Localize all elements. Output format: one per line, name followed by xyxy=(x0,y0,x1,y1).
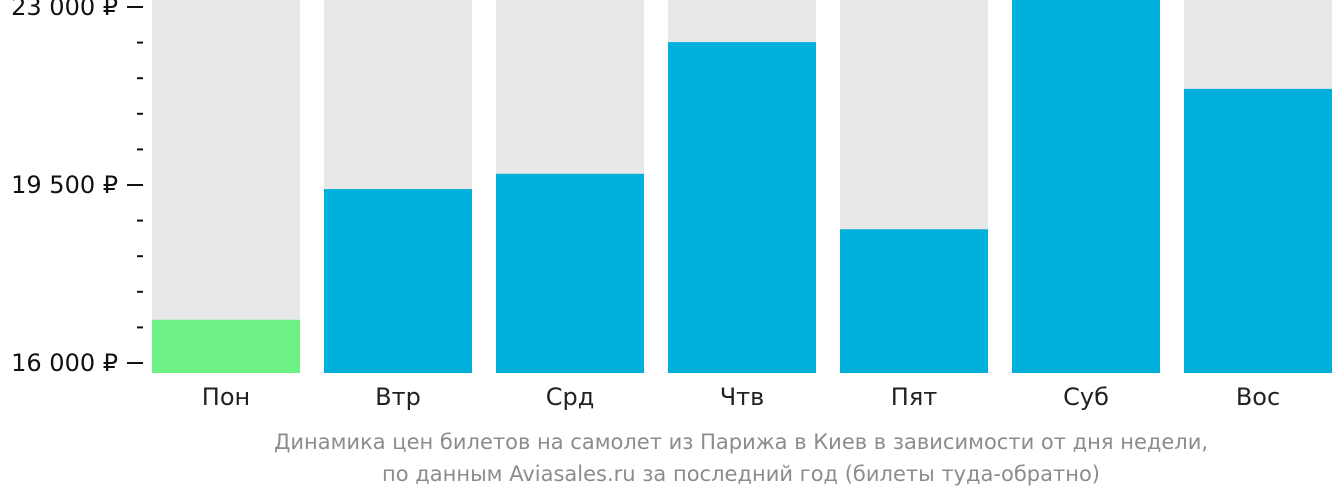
bar-1[interactable] xyxy=(152,319,300,373)
x-category-label: Пят xyxy=(891,383,937,411)
bar-3[interactable] xyxy=(496,173,644,373)
bar-2[interactable] xyxy=(324,189,472,373)
bar-6[interactable] xyxy=(1012,0,1160,374)
x-category-label: Чтв xyxy=(720,383,765,411)
bar-7[interactable] xyxy=(1184,88,1332,373)
bar-4[interactable] xyxy=(668,42,816,373)
y-tick-label: 23 000 ₽ xyxy=(11,0,118,21)
x-category-label: Пон xyxy=(202,383,250,411)
x-category-label: Суб xyxy=(1063,383,1109,411)
y-tick-label: 16 000 ₽ xyxy=(11,349,118,377)
x-category-label: Срд xyxy=(546,383,595,411)
y-axis: 16 000 ₽ 19 500 ₽ 23 000 ₽ xyxy=(11,0,143,377)
x-category-label: Втр xyxy=(375,383,421,411)
chart-caption: Динамика цен билетов на самолет из Париж… xyxy=(0,426,1332,490)
caption-line-2: по данным Aviasales.ru за последний год … xyxy=(382,462,1100,486)
y-tick-label: 19 500 ₽ xyxy=(11,171,118,199)
bar-5[interactable] xyxy=(840,229,988,373)
bar-background xyxy=(152,0,300,373)
bars xyxy=(152,0,1332,374)
caption-line-1: Динамика цен билетов на самолет из Париж… xyxy=(273,430,1209,454)
x-category-label: Вос xyxy=(1236,383,1280,411)
x-axis-labels: Пон Втр Срд Чтв Пят Суб Вос xyxy=(202,383,1280,411)
price-by-weekday-chart: 16 000 ₽ 19 500 ₽ 23 000 ₽ Пон Втр Срд Чтв Пят… xyxy=(11,0,1332,411)
